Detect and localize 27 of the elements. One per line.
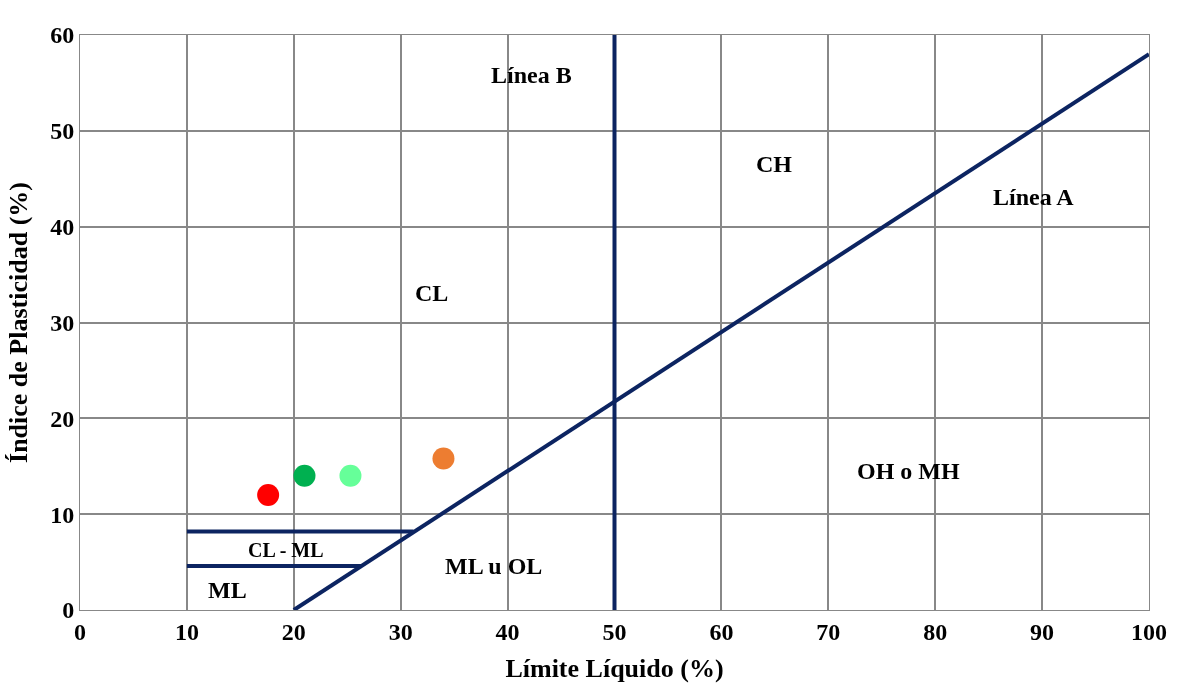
annotation: ML u OL [445, 553, 543, 579]
x-tick-label: 50 [602, 618, 627, 645]
y-tick-label: 0 [62, 597, 75, 624]
x-tick-label: 80 [923, 618, 948, 645]
x-tick-label: 90 [1030, 618, 1055, 645]
annotation: CL - ML [248, 539, 324, 561]
annotation: OH o MH [857, 458, 960, 484]
x-axis-title: Límite Líquido (%) [505, 654, 724, 684]
x-tick-label: 30 [388, 618, 413, 645]
annotation: CL [415, 280, 449, 306]
y-axis-title: Índice de Plasticidad (%) [3, 182, 33, 463]
x-tick-label: 40 [495, 618, 520, 645]
x-tick-label: 10 [174, 618, 199, 645]
y-tick-label: 30 [50, 309, 75, 336]
y-tick-label: 60 [50, 22, 75, 49]
y-tick-label: 10 [50, 501, 75, 528]
annotation: CH [756, 151, 793, 177]
y-tick-label: 40 [50, 214, 75, 241]
annotation: Línea A [993, 184, 1075, 210]
x-tick-label: 20 [281, 618, 306, 645]
x-tick-label: 100 [1131, 618, 1167, 645]
x-tick-label: 70 [816, 618, 841, 645]
y-tick-label: 50 [50, 118, 75, 145]
annotation: Línea B [491, 62, 572, 88]
x-tick-label: 60 [709, 618, 734, 645]
annotation: ML [208, 577, 247, 603]
y-tick-label: 20 [50, 405, 75, 432]
